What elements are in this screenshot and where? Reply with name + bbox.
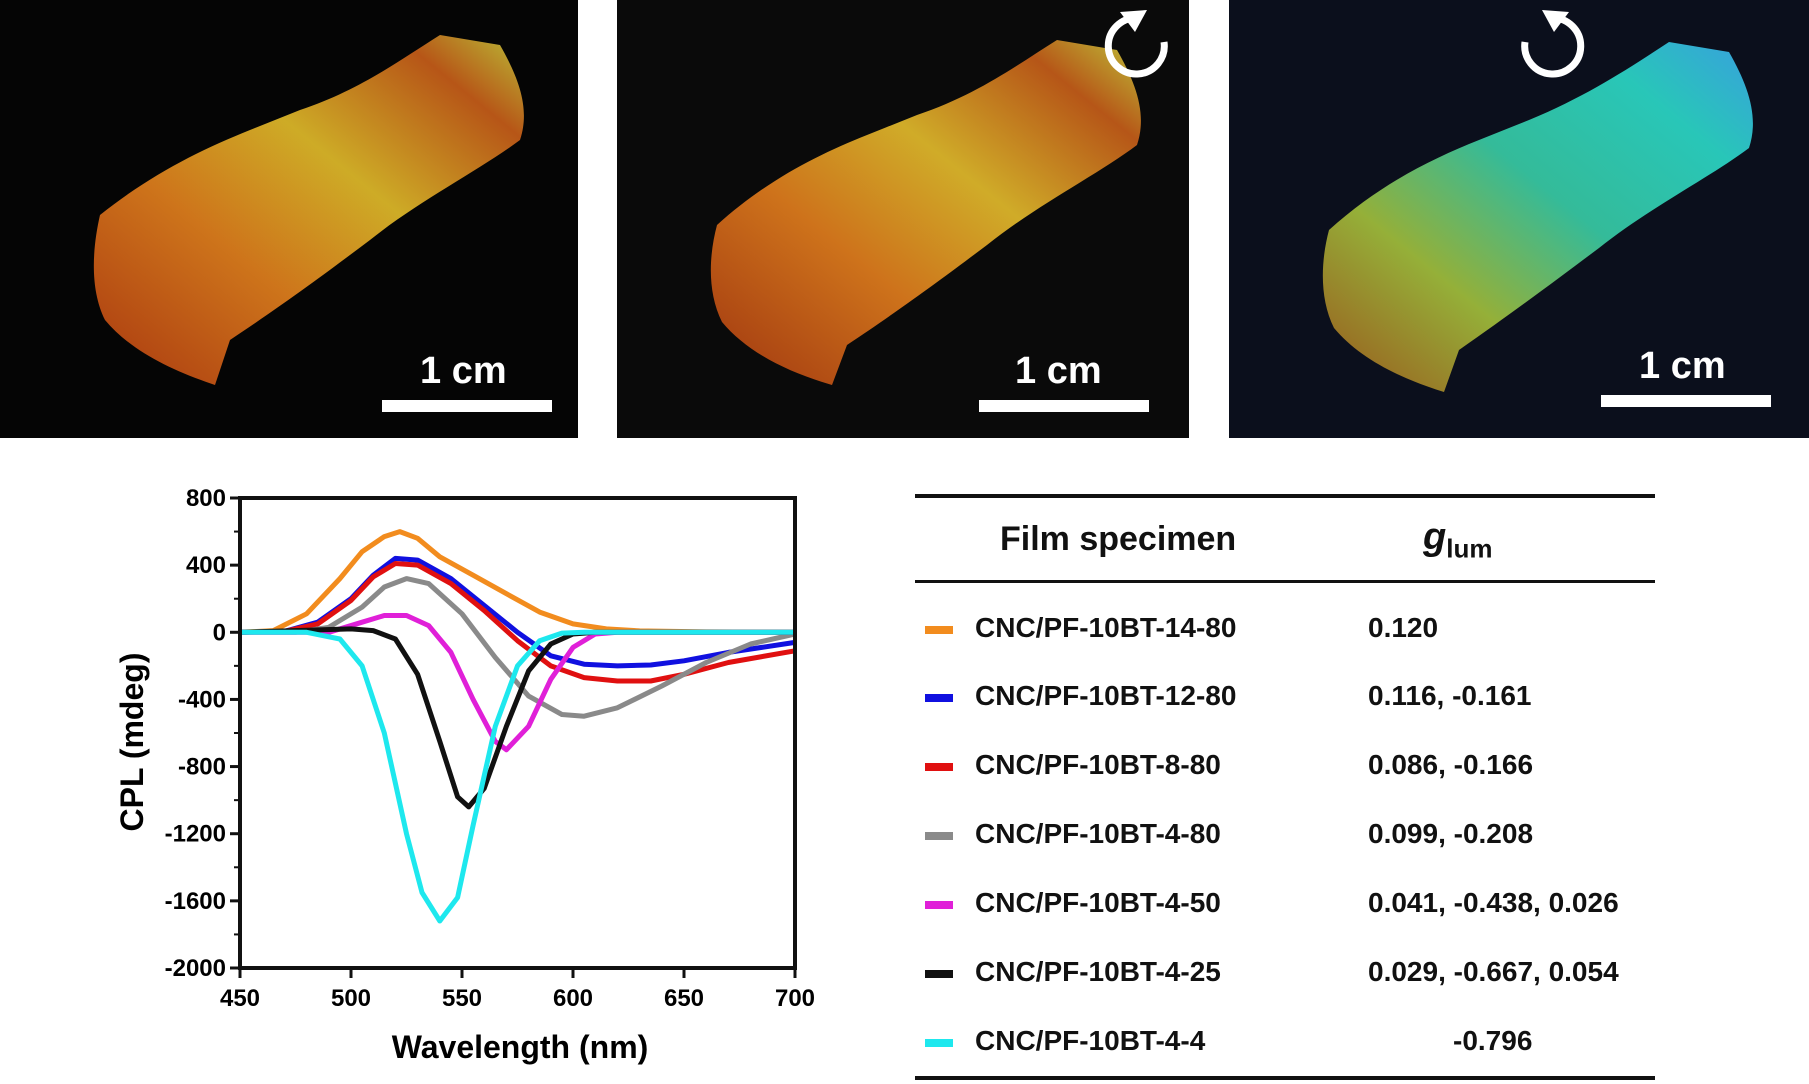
legend-swatch [925,901,953,909]
scale-label: 1 cm [420,350,507,392]
g-symbol: g [1423,516,1447,558]
legend-swatch [925,763,953,771]
cpl-chart: 450 500 550 600 650 700 800 400 0 -400 -800 -1200 -1… [114,485,815,1065]
table-bottom-rule [915,1076,1655,1080]
legend-swatch [925,694,953,702]
film-photo-warm-1 [0,0,578,438]
row-g-value: 0.120 [1368,612,1439,643]
x-axis-label: Wavelength (nm) [392,1029,649,1065]
film-photo-warm-2 [617,0,1189,438]
row-g-value: -0.796 [1453,1025,1533,1056]
legend-swatch [925,626,953,634]
series-line [239,561,796,684]
row-specimen-name: CNC/PF-10BT-4-50 [975,887,1221,918]
x-tick-label: 600 [553,985,593,1012]
photo-panel-2: 1 cm [617,0,1189,438]
table-header-rule [915,580,1655,583]
y-tick-label: -800 [178,754,226,781]
photo-panel-1: 1 cm [0,0,578,438]
legend-swatch [925,832,953,840]
x-tick-label: 450 [220,985,260,1012]
scale-bar [382,400,552,412]
g-subscript: lum [1446,533,1493,564]
scale-bar [979,400,1149,412]
y-tick-label: 0 [213,619,226,646]
x-tick-label: 700 [775,985,815,1012]
row-specimen-name: CNC/PF-10BT-4-25 [975,956,1221,987]
scale-label: 1 cm [1639,345,1726,387]
photo-panel-3: 1 cm [1229,0,1809,438]
y-tick-label: 400 [186,552,226,579]
row-specimen-name: CNC/PF-10BT-8-80 [975,749,1221,780]
legend-swatch [925,1039,953,1047]
row-specimen-name: CNC/PF-10BT-4-80 [975,818,1221,849]
row-g-value: 0.099, -0.208 [1368,818,1534,849]
y-tick-label: 800 [186,485,226,512]
rotate-clockwise-icon [1521,10,1585,78]
legend-swatch [925,970,953,978]
plot-frame [238,496,797,970]
y-tick-label: -2000 [165,955,226,982]
series-line [239,529,796,635]
film-photo-cool [1229,0,1809,438]
rotate-counterclockwise-icon [1104,10,1168,78]
row-specimen-name: CNC/PF-10BT-4-4 [975,1025,1206,1056]
y-tick-label: -400 [178,686,226,713]
series-line [240,629,795,924]
x-tick-label: 550 [442,985,482,1012]
series-line [240,576,796,719]
table-top-rule [915,494,1655,498]
row-g-value: 0.086, -0.166 [1368,749,1534,780]
y-tick-label: -1600 [165,888,226,915]
scale-label: 1 cm [1015,350,1102,392]
row-g-value: 0.116, -0.161 [1368,680,1532,711]
x-tick-label: 650 [664,985,704,1012]
y-tick-label: -1200 [165,821,226,848]
row-g-value: 0.029, -0.667, 0.054 [1368,956,1619,987]
scale-bar [1601,395,1771,407]
y-axis-label: CPL (mdeg) [114,653,150,832]
row-specimen-name: CNC/PF-10BT-12-80 [975,680,1237,711]
plot-area: 450 500 550 600 650 700 800 400 0 -400 -800 -1200 -1… [165,485,815,1012]
row-g-value: 0.041, -0.438, 0.026 [1368,887,1619,918]
header-film-specimen: Film specimen [1000,520,1237,558]
row-specimen-name: CNC/PF-10BT-14-80 [975,612,1237,643]
header-g-lum: glum [1423,516,1492,565]
series-line [239,555,796,669]
x-tick-label: 500 [331,985,371,1012]
